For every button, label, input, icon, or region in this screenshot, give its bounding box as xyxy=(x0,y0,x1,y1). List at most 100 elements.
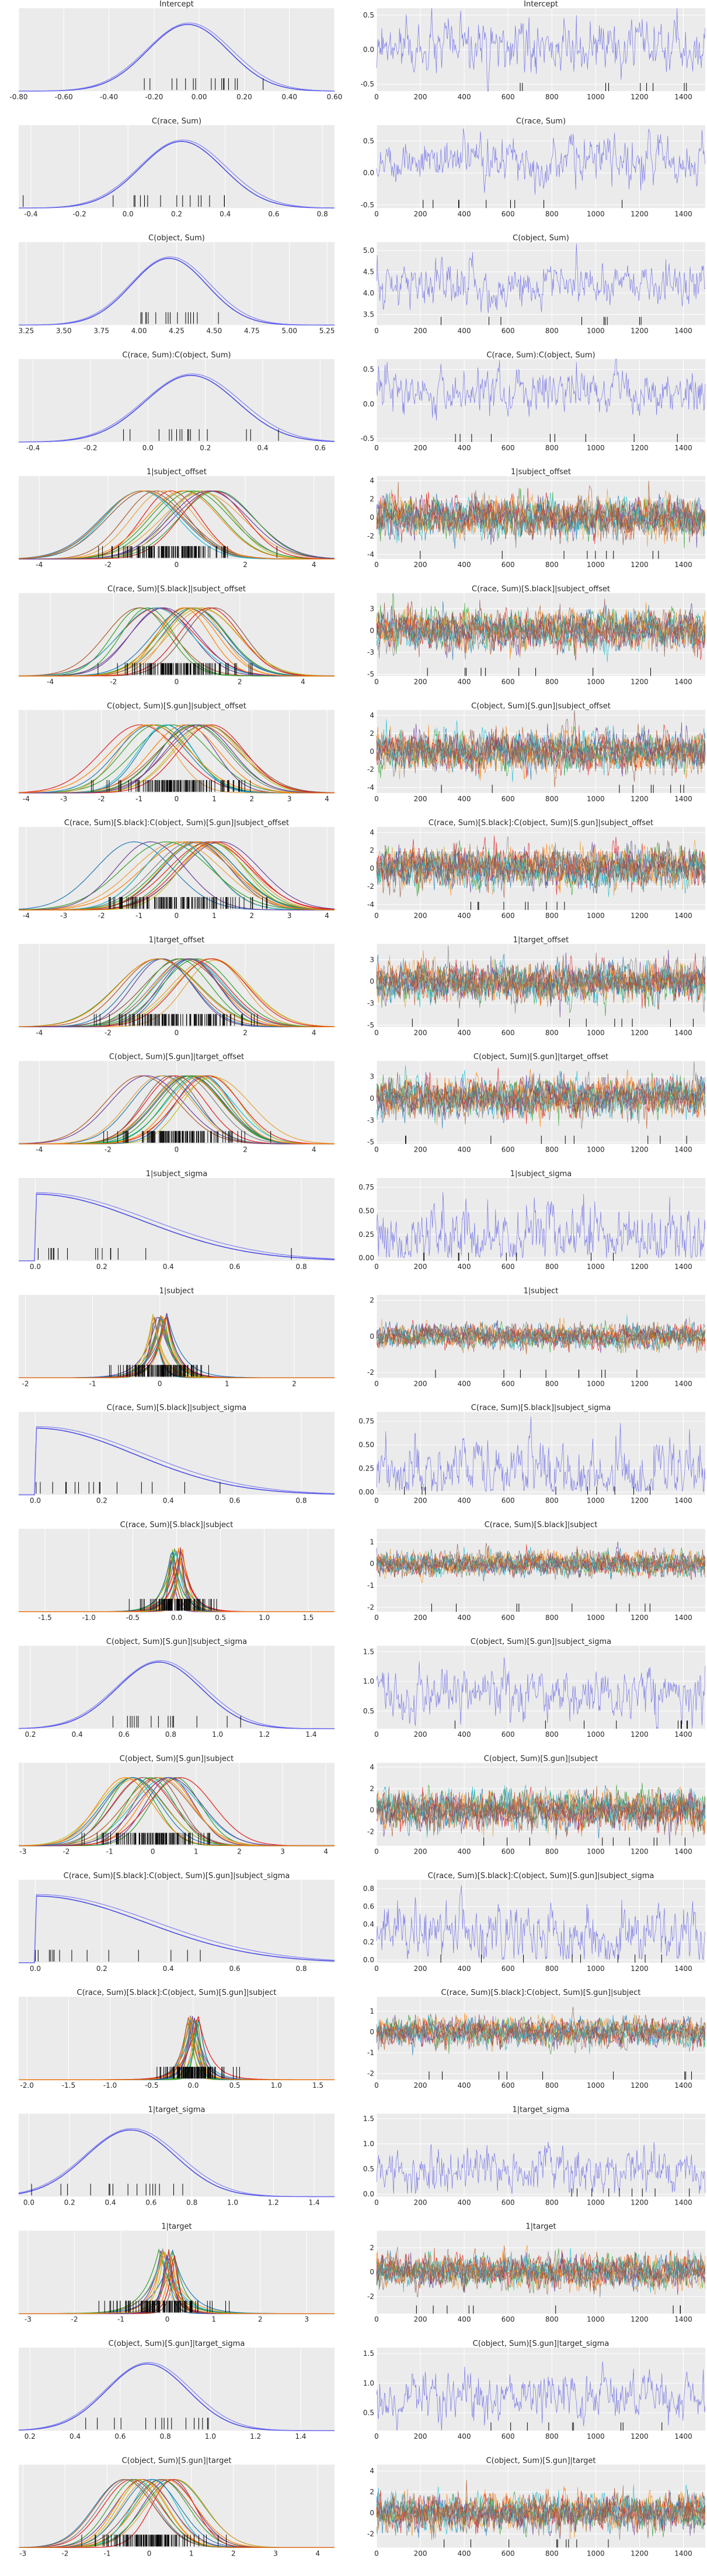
row-10-trace-ytick-label: -5 xyxy=(367,1138,374,1146)
row-21-trace-xtick-label: 1400 xyxy=(674,2432,692,2441)
row-7-density-axes: -4 -3 -2 -1 0 1 2 3 4 xyxy=(18,710,335,803)
row-8-trace-title: C(race, Sum)[S.black]:C(object, Sum)[S.g… xyxy=(429,819,653,828)
row-18-trace-xtick-label: 200 xyxy=(414,2081,427,2090)
row-22-trace-ytick-label: 2 xyxy=(370,2488,374,2496)
row-5-density-xtick-label: -4 xyxy=(36,561,43,569)
row-15-density-curve xyxy=(18,1660,335,1729)
row-17-density-plot-area xyxy=(19,1879,335,1963)
row-14-trace-xtick-label: 1400 xyxy=(674,1614,692,1622)
row-8-density-axes: -4 -3 -2 -1 0 1 2 3 4 xyxy=(18,827,335,920)
row-14-trace-xtick-label: 800 xyxy=(545,1614,559,1622)
row-19-density-plot-area xyxy=(19,2113,335,2197)
row-20-density-xtick-label: -1 xyxy=(117,2316,124,2324)
row-19-trace-plot-area xyxy=(377,2113,705,2197)
row-9-trace-xtick-label: 0 xyxy=(374,1028,379,1037)
row-2-trace-xtick-label: 1200 xyxy=(631,210,649,218)
row-17-density-curve xyxy=(19,1894,335,1963)
row-1-trace-xtick-label: 200 xyxy=(414,93,427,101)
row-1-trace-axes: 0 200 400 600 800 1000 1200 1400 -0.5 0.0 0.5 xyxy=(361,8,706,101)
row-6-density-axes: -4 -2 0 2 4 xyxy=(18,593,335,686)
row-18-trace-xtick-label: 800 xyxy=(545,2081,559,2090)
row-9-density-xtick-label: -2 xyxy=(105,1028,112,1037)
row-10-trace-xtick-label: 600 xyxy=(501,1146,515,1154)
row-5-trace-line xyxy=(376,492,706,544)
row-3-trace-xtick-label: 1000 xyxy=(587,327,605,335)
row-20-trace-xtick-label: 600 xyxy=(501,2316,515,2324)
row-7-density-xtick-label: 3 xyxy=(287,795,292,803)
row-6-density-xtick-label: 4 xyxy=(301,678,305,686)
row-5-trace-xtick-label: 0 xyxy=(374,561,379,569)
row-11-trace-xtick-label: 400 xyxy=(458,1263,471,1271)
row-15-trace-ytick-label: 0.5 xyxy=(363,1707,374,1715)
row-7-trace-xtick-label: 600 xyxy=(501,795,515,803)
row-9-density-xtick-label: 4 xyxy=(312,1028,316,1037)
row-15-density-axes: 0.2 0.4 0.6 0.8 1.0 1.2 1.4 xyxy=(18,1646,335,1739)
row-11-trace-ytick-label: 0.25 xyxy=(358,1230,374,1239)
row-14-trace-ytick-label: 0 xyxy=(370,1560,374,1568)
row-21-trace-xtick-label: 200 xyxy=(414,2432,427,2441)
row-12-trace-xtick-label: 1000 xyxy=(587,1379,605,1388)
row-5-trace-xtick-label: 600 xyxy=(501,561,515,569)
row-16-trace-line xyxy=(376,1786,706,1833)
row-10-trace-ytick-label: -3 xyxy=(367,1116,374,1124)
row-18-trace-ytick-label: 0 xyxy=(370,2028,374,2036)
row-3-trace-axes: 0 200 400 600 800 1000 1200 1400 3.5 4.0 4.5 5.0 xyxy=(363,242,706,335)
row-18-density-xtick-label: 1.5 xyxy=(312,2081,323,2090)
row-7-trace-line xyxy=(376,729,706,778)
row-10-trace-xtick-label: 200 xyxy=(414,1146,427,1154)
row-7-density-xtick-label: 1 xyxy=(212,795,217,803)
row-7-trace-ytick-label: 4 xyxy=(370,711,374,719)
row-4-trace-ytick-label: -0.5 xyxy=(361,434,374,443)
row-2-trace-ytick-label: -0.5 xyxy=(361,201,374,209)
row-8-density-xtick-label: -1 xyxy=(135,912,142,920)
row-10-density-xtick-label: -4 xyxy=(36,1146,43,1154)
row-2-density-xtick-label: 0.0 xyxy=(123,210,134,218)
row-8-trace-xtick-label: 400 xyxy=(458,912,471,920)
row-3-density-title: C(object, Sum) xyxy=(148,234,205,243)
row-15-trace-xtick-label: 1000 xyxy=(587,1730,605,1739)
row-15-density-title: C(object, Sum)[S.gun]|subject_sigma xyxy=(106,1638,247,1646)
row-8-trace-ytick-label: 2 xyxy=(370,846,374,854)
row-6-trace-ytick-label: 0 xyxy=(370,627,374,635)
row-19-trace-xtick-label: 200 xyxy=(414,2198,427,2206)
row-10-trace-xtick-label: 800 xyxy=(545,1146,559,1154)
row-7-trace-xtick-label: 400 xyxy=(458,795,471,803)
row-16-density-curve xyxy=(19,1777,335,1847)
row-9-trace-axes: 0 200 400 600 800 1000 1200 1400 -5 -3 0 3 xyxy=(367,944,706,1037)
row-1-density-xtick-label: 0.00 xyxy=(191,93,207,101)
row-4-density-xtick-label: 0.2 xyxy=(200,444,211,452)
row-13-trace-xtick-label: 400 xyxy=(458,1497,471,1505)
row-20-density-curve xyxy=(19,2251,335,2314)
row-21-density-xtick-label: 1.0 xyxy=(205,2432,216,2441)
row-9-density-curve xyxy=(19,958,335,1028)
row-1-density-title: Intercept xyxy=(159,0,194,9)
row-16-trace-ytick-label: 4 xyxy=(370,1763,374,1771)
row-19-trace-line xyxy=(376,2142,706,2194)
row-9-density-xtick-label: -4 xyxy=(36,1028,43,1037)
row-10-trace-line xyxy=(376,1065,706,1124)
row-22-trace-xtick-label: 200 xyxy=(414,2549,427,2557)
row-2-trace-xtick-label: 1400 xyxy=(674,210,692,218)
row-2-density-xtick-label: -0.4 xyxy=(24,210,37,218)
row-14-density-xtick-label: 0.0 xyxy=(171,1614,182,1622)
row-1-trace-xtick-label: 600 xyxy=(501,93,515,101)
row-14-density-title: C(race, Sum)[S.black]|subject xyxy=(120,1521,234,1529)
row-7-density-xtick-label: -3 xyxy=(60,795,67,803)
row-17-density-xtick-label: 0.6 xyxy=(229,1965,241,1973)
row-7-trace-xtick-label: 800 xyxy=(545,795,559,803)
row-20-density-xtick-label: 2 xyxy=(258,2316,263,2324)
row-11-trace-ytick-label: 0.75 xyxy=(358,1183,374,1191)
row-16-density-axes: -3 -2 -1 0 1 2 3 4 xyxy=(18,1762,335,1856)
row-11-trace-xtick-label: 1000 xyxy=(587,1263,605,1271)
row-17-trace-xtick-label: 1000 xyxy=(587,1965,605,1973)
row-20-density-xtick-label: -3 xyxy=(25,2316,32,2324)
row-6-density-xtick-label: -2 xyxy=(110,678,117,686)
row-21-density-axes: 0.2 0.4 0.6 0.8 1.0 1.2 1.4 xyxy=(18,2348,335,2441)
row-5-trace-axes: 0 200 400 600 800 1000 1200 1400 -4 -2 0 2 4 xyxy=(367,476,706,569)
row-22-trace-xtick-label: 400 xyxy=(458,2549,471,2557)
row-9-trace-line xyxy=(376,945,705,1014)
row-10-trace-title: C(object, Sum)[S.gun]|target_offset xyxy=(473,1053,608,1062)
row-3-trace-xtick-label: 200 xyxy=(414,327,427,335)
row-16-density-curve xyxy=(19,1777,335,1847)
row-19-trace-xtick-label: 1400 xyxy=(674,2198,692,2206)
